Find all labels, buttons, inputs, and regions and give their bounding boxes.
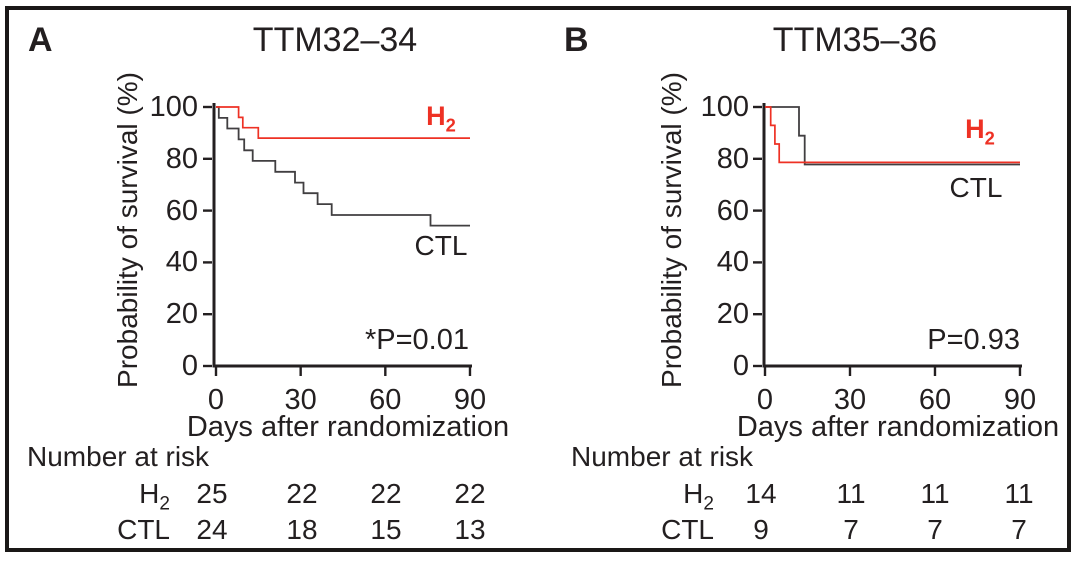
panel-b-h2-curve-label: H2	[965, 114, 995, 149]
panel-b-number-at-risk-title: Number at risk	[571, 441, 754, 472]
y-tick-label: 100	[700, 91, 749, 123]
y-tick-label: 100	[149, 91, 198, 123]
survival-curve-H2	[765, 106, 1020, 164]
panel-a-pvalue: *P=0.01	[364, 324, 469, 356]
y-tick-label: 60	[165, 194, 198, 227]
y-tick-label: 60	[716, 194, 749, 227]
y-tick-label: 20	[165, 298, 198, 331]
risk-count: 9	[753, 514, 769, 545]
risk-count: 15	[370, 514, 402, 545]
panel-a-h2-curve-label: H2	[426, 101, 456, 136]
risk-count: 22	[454, 478, 486, 509]
panel-a-letter: A	[28, 21, 53, 59]
panel-b-x-axis-label: Days after randomization	[736, 411, 1060, 443]
x-tick-label: 90	[453, 384, 487, 416]
x-tick-label: 90	[1003, 384, 1037, 416]
risk-count: 7	[1011, 514, 1027, 545]
x-tick-label: 60	[918, 384, 952, 416]
panel-b-risk-row-label-h2: H2	[683, 478, 714, 515]
panel-a-number-at-risk-title: Number at risk	[27, 441, 210, 472]
panel-a-x-axis-label: Days after randomization	[186, 411, 510, 443]
x-tick-label: 60	[369, 384, 402, 416]
risk-count: 11	[920, 478, 950, 509]
y-tick-label: 40	[716, 246, 749, 279]
survival-curve-H2	[216, 106, 470, 139]
y-tick-label: 0	[181, 350, 198, 382]
panel-a-ctl-curve-label: CTL	[414, 230, 468, 261]
y-tick-label: 40	[165, 246, 198, 279]
y-tick-label: 0	[732, 350, 749, 382]
risk-count: 11	[1004, 478, 1034, 509]
panel-b-risk-row-label-ctl: CTL	[661, 514, 714, 545]
panel-b-pvalue: P=0.93	[927, 324, 1020, 356]
panel-b-title: TTM35–36	[772, 21, 938, 59]
y-tick-label: 80	[165, 142, 198, 175]
risk-count: 7	[927, 514, 943, 545]
survival-curve-CTL	[216, 106, 470, 227]
risk-count: 22	[370, 478, 402, 509]
y-tick-label: 80	[716, 142, 749, 175]
x-tick-label: 30	[284, 384, 317, 416]
panel-b-letter: B	[564, 21, 589, 59]
y-tick-label: 20	[716, 298, 749, 331]
x-tick-label: 30	[833, 384, 867, 416]
risk-count: 11	[836, 478, 866, 509]
risk-count: 22	[286, 478, 318, 509]
x-tick-label: 0	[756, 384, 774, 416]
risk-count: 24	[196, 514, 228, 545]
risk-count: 18	[286, 514, 318, 545]
panel-a-risk-row-label-ctl: CTL	[117, 514, 170, 545]
risk-count: 13	[454, 514, 486, 545]
risk-count: 25	[196, 478, 228, 509]
risk-count: 7	[843, 514, 859, 545]
panel-b-ctl-curve-label: CTL	[949, 172, 1003, 203]
risk-count: 14	[745, 478, 777, 509]
panel-a-risk-row-label-h2: H2	[139, 478, 170, 515]
figure-border	[5, 6, 1071, 552]
survival-curve-CTL	[765, 106, 1020, 166]
x-tick-label: 0	[207, 384, 225, 416]
panel-a-title: TTM32–34	[252, 21, 418, 59]
